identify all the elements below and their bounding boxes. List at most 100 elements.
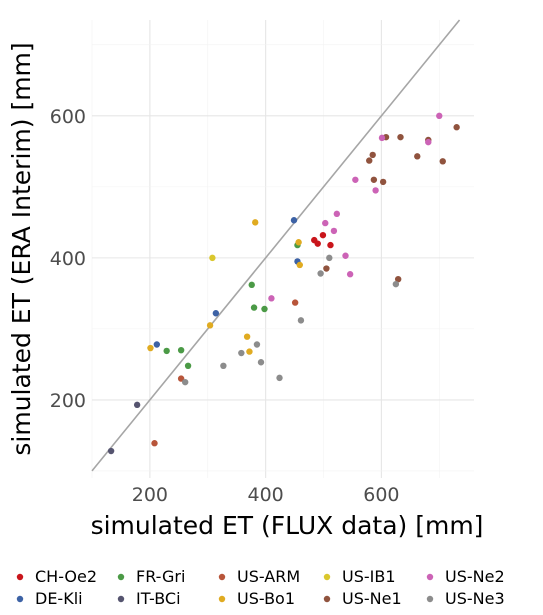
data-point	[392, 280, 400, 288]
data-point	[378, 134, 386, 142]
legend-label: CH-Oe2	[35, 567, 97, 586]
legend-label: DE-Kli	[35, 589, 83, 608]
legend-label: US-ARM	[237, 567, 300, 586]
data-point	[147, 344, 154, 352]
data-point	[295, 239, 302, 246]
data-point	[317, 270, 324, 277]
data-point	[342, 252, 349, 259]
legend-label: US-Ne2	[445, 567, 505, 586]
legend-swatch	[16, 573, 24, 581]
data-point	[414, 153, 421, 160]
one-to-one-line	[91, 19, 461, 472]
data-point	[425, 138, 432, 146]
legend-label: FR-Gri	[136, 567, 185, 586]
legend-swatch	[16, 595, 24, 603]
data-point	[323, 265, 330, 272]
data-point	[212, 310, 220, 317]
reference-line	[91, 19, 461, 472]
y-axis-label: simulated ET (ERA Interim) [mm]	[7, 42, 36, 455]
data-point	[243, 333, 251, 340]
legend-item: US-Ne3	[426, 589, 505, 608]
data-point	[366, 157, 373, 164]
x-axis-label: simulated ET (FLUX data) [mm]	[91, 511, 484, 540]
legend-label: US-Ne1	[342, 589, 402, 608]
legend-label: US-Bo1	[237, 589, 295, 608]
grid	[91, 20, 474, 478]
legend-item: US-IB1	[323, 567, 396, 586]
data-point	[107, 447, 115, 455]
data-point	[209, 254, 216, 262]
legend-swatch	[426, 595, 434, 603]
y-tick-label: 200	[50, 390, 86, 412]
data-point	[184, 362, 192, 370]
legend-item: DE-Kli	[16, 589, 83, 608]
data-points	[107, 112, 460, 455]
legend-swatch	[117, 595, 125, 603]
legend-item: US-ARM	[218, 567, 300, 586]
data-point	[352, 176, 359, 183]
legend-label: IT-BCi	[136, 589, 181, 608]
data-point	[333, 210, 341, 218]
data-point	[250, 304, 258, 311]
x-tick-label: 200	[132, 484, 168, 506]
data-point	[220, 362, 227, 370]
data-point	[436, 112, 443, 120]
data-point	[296, 261, 303, 269]
legend-item: IT-BCi	[117, 589, 181, 608]
data-point	[372, 187, 379, 194]
legend-label: US-IB1	[342, 567, 396, 586]
legend-swatch	[117, 573, 125, 581]
data-point	[297, 317, 305, 324]
data-point	[439, 158, 446, 165]
data-point	[268, 295, 275, 302]
data-point	[151, 440, 158, 447]
legend: CH-Oe2 DE-Kli FR-Gri IT-BCi US-ARM US-Bo1 US-I…	[16, 567, 505, 608]
data-point	[330, 227, 338, 235]
legend-item: US-Bo1	[218, 589, 295, 608]
data-point	[370, 176, 378, 183]
data-point	[163, 347, 170, 355]
data-point	[238, 349, 245, 357]
data-point	[206, 322, 214, 329]
data-point	[326, 254, 333, 262]
data-point	[314, 240, 321, 247]
data-point	[322, 219, 329, 227]
legend-swatch	[218, 595, 226, 603]
legend-label: US-Ne3	[445, 589, 505, 608]
data-point	[394, 275, 402, 283]
legend-swatch	[323, 573, 331, 581]
data-point	[397, 133, 404, 141]
data-point	[327, 241, 334, 249]
data-point	[319, 231, 327, 239]
data-point	[276, 374, 283, 382]
data-point	[153, 341, 161, 348]
legend-item: FR-Gri	[117, 567, 185, 586]
data-point	[246, 348, 253, 355]
data-point	[453, 124, 460, 131]
y-tick-label: 400	[50, 248, 86, 270]
data-point	[177, 346, 185, 354]
data-point	[252, 219, 259, 226]
legend-swatch	[426, 573, 434, 581]
data-point	[248, 281, 255, 289]
data-point	[181, 378, 189, 386]
data-point	[290, 217, 298, 224]
legend-swatch	[323, 595, 331, 603]
legend-item: US-Ne2	[426, 567, 505, 586]
data-point	[253, 341, 261, 348]
legend-item: US-Ne1	[323, 589, 402, 608]
data-point	[346, 271, 354, 278]
legend-swatch	[218, 573, 226, 581]
legend-item: CH-Oe2	[16, 567, 97, 586]
data-point	[379, 178, 387, 186]
data-point	[291, 299, 299, 306]
data-point	[257, 359, 265, 366]
y-tick-label: 600	[50, 106, 86, 128]
x-tick-label: 600	[363, 484, 399, 506]
data-point	[261, 305, 268, 313]
data-point	[133, 401, 141, 409]
tick-labels: 200 400 600 200 400 600	[50, 106, 400, 506]
data-point	[369, 151, 376, 159]
x-tick-label: 400	[248, 484, 284, 506]
